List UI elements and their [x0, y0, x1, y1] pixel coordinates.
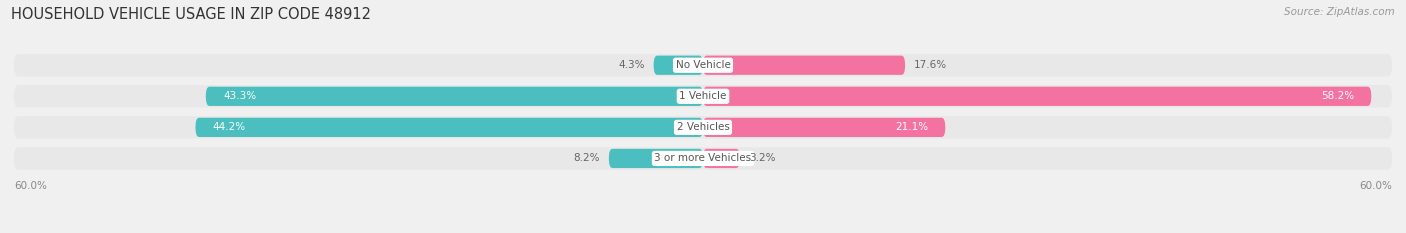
Text: 21.1%: 21.1% [896, 122, 928, 132]
FancyBboxPatch shape [14, 54, 1392, 76]
Text: 60.0%: 60.0% [1360, 181, 1392, 191]
FancyBboxPatch shape [703, 149, 740, 168]
Text: 4.3%: 4.3% [619, 60, 644, 70]
Text: 44.2%: 44.2% [212, 122, 246, 132]
Text: 17.6%: 17.6% [914, 60, 948, 70]
Text: 8.2%: 8.2% [574, 154, 599, 163]
FancyBboxPatch shape [14, 147, 1392, 170]
FancyBboxPatch shape [703, 87, 1371, 106]
FancyBboxPatch shape [14, 116, 1392, 139]
Text: HOUSEHOLD VEHICLE USAGE IN ZIP CODE 48912: HOUSEHOLD VEHICLE USAGE IN ZIP CODE 4891… [11, 7, 371, 22]
Legend: Owner-occupied, Renter-occupied: Owner-occupied, Renter-occupied [586, 230, 820, 233]
Text: 1 Vehicle: 1 Vehicle [679, 91, 727, 101]
FancyBboxPatch shape [703, 56, 905, 75]
Text: Source: ZipAtlas.com: Source: ZipAtlas.com [1284, 7, 1395, 17]
FancyBboxPatch shape [14, 85, 1392, 107]
FancyBboxPatch shape [195, 118, 703, 137]
FancyBboxPatch shape [703, 118, 945, 137]
Text: 43.3%: 43.3% [224, 91, 256, 101]
Text: 3 or more Vehicles: 3 or more Vehicles [654, 154, 752, 163]
Text: 2 Vehicles: 2 Vehicles [676, 122, 730, 132]
Text: 3.2%: 3.2% [749, 154, 776, 163]
Text: 60.0%: 60.0% [14, 181, 46, 191]
FancyBboxPatch shape [654, 56, 703, 75]
FancyBboxPatch shape [205, 87, 703, 106]
Text: 58.2%: 58.2% [1320, 91, 1354, 101]
Text: No Vehicle: No Vehicle [675, 60, 731, 70]
FancyBboxPatch shape [609, 149, 703, 168]
